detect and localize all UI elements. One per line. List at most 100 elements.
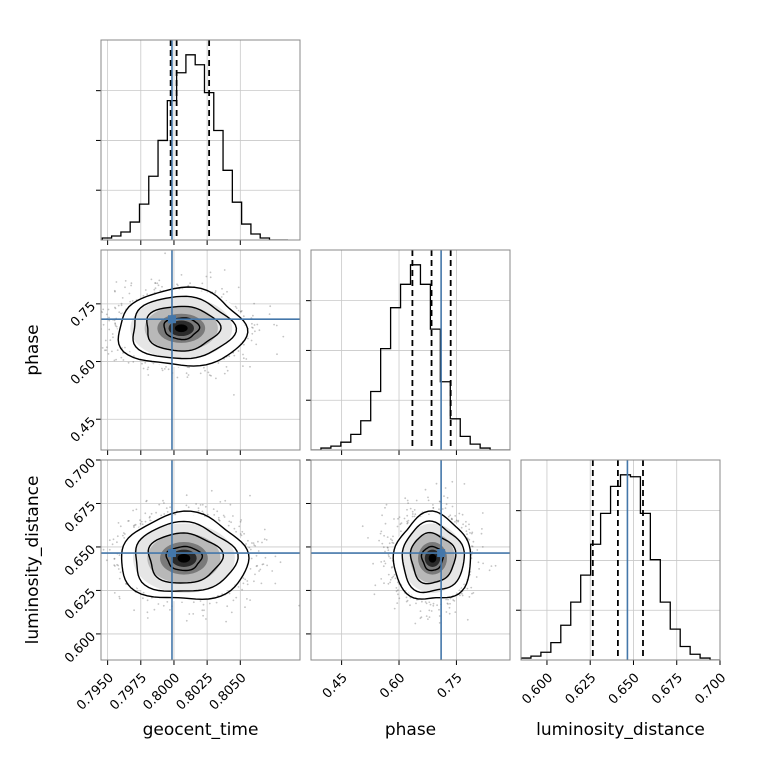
scatter-point <box>380 578 383 580</box>
scatter-point <box>374 584 377 587</box>
scatter-point <box>389 581 391 584</box>
scatter-point <box>223 372 226 375</box>
scatter-point <box>461 594 464 597</box>
scatter-point <box>113 558 116 560</box>
scatter-point <box>249 494 251 497</box>
scatter-panel-geocent_time-phase <box>95 249 301 455</box>
scatter-point <box>383 534 385 537</box>
scatter-point <box>186 376 189 378</box>
scatter-point <box>397 517 399 520</box>
scatter-point <box>482 562 484 565</box>
scatter-point <box>210 374 212 377</box>
scatter-point <box>413 515 416 518</box>
panel-frame <box>310 249 511 451</box>
scatter-point <box>156 282 159 285</box>
scatter-point <box>95 325 97 327</box>
scatter-point <box>414 513 417 516</box>
scatter-point <box>387 554 390 556</box>
scatter-point <box>384 522 387 525</box>
scatter-point <box>120 302 123 305</box>
scatter-point <box>120 304 123 307</box>
scatter-point <box>454 515 457 517</box>
contour-line <box>401 520 466 594</box>
scatter-point <box>120 356 123 359</box>
scatter-point <box>177 284 179 287</box>
scatter-point <box>438 615 441 617</box>
scatter-point <box>381 542 384 545</box>
scatter-point <box>400 522 403 524</box>
scatter-point <box>480 532 483 535</box>
scatter-point <box>237 286 240 289</box>
scatter-point <box>251 332 254 335</box>
scatter-point <box>251 542 253 544</box>
y-axis-label: phase <box>23 324 43 375</box>
scatter-point <box>242 365 244 367</box>
scatter-point <box>133 355 135 358</box>
scatter-point <box>114 323 117 325</box>
scatter-point <box>455 519 458 522</box>
scatter-point <box>158 279 161 282</box>
scatter-point <box>384 550 386 553</box>
scatter-point <box>466 533 468 536</box>
scatter-point <box>253 580 255 583</box>
scatter-point <box>210 489 213 492</box>
scatter-point <box>154 287 157 290</box>
scatter-point <box>250 557 253 560</box>
scatter-point <box>462 523 464 526</box>
scatter-point <box>451 518 453 521</box>
scatter-point <box>404 497 407 500</box>
scatter-point <box>215 377 217 380</box>
scatter-point <box>428 616 431 618</box>
scatter-point <box>253 302 256 305</box>
scatter-point <box>197 507 200 510</box>
scatter-point <box>253 544 256 546</box>
scatter-point <box>102 323 105 326</box>
scatter-point <box>201 503 204 506</box>
scatter-point <box>254 330 256 333</box>
scatter-point <box>407 502 409 504</box>
scatter-point <box>391 576 393 579</box>
scatter-point <box>411 510 414 513</box>
scatter-point <box>201 282 204 285</box>
scatter-point <box>104 349 106 352</box>
scatter-point <box>118 597 121 600</box>
scatter-point <box>205 618 207 620</box>
scatter-point <box>132 361 135 363</box>
scatter-point <box>185 494 188 497</box>
x-tick-label: 0.650 <box>606 671 643 708</box>
scatter-point <box>379 532 382 535</box>
density-level <box>174 324 188 333</box>
scatter-point <box>468 596 471 598</box>
scatter-point <box>400 530 402 533</box>
scatter-point <box>378 539 380 542</box>
scatter-point <box>450 518 453 520</box>
scatter-point <box>392 542 395 544</box>
scatter-point <box>414 622 417 625</box>
scatter-point <box>230 611 233 614</box>
scatter-point <box>122 534 124 537</box>
scatter-point <box>242 315 245 318</box>
scatter-point <box>453 600 456 602</box>
scatter-point <box>461 592 463 595</box>
scatter-point <box>163 502 165 504</box>
scatter-point <box>242 353 244 356</box>
scatter-point <box>222 293 225 295</box>
scatter-point <box>249 365 251 368</box>
truth-marker <box>167 315 176 324</box>
scatter-point <box>215 601 218 604</box>
scatter-point <box>387 573 390 576</box>
scatter-point <box>135 508 138 511</box>
scatter-point <box>436 604 438 607</box>
scatter-point <box>130 282 133 285</box>
scatter-point <box>381 514 383 517</box>
scatter-point <box>405 596 408 599</box>
scatter-point <box>255 554 258 557</box>
scatter-point <box>228 355 231 358</box>
hist-panel-geocent_time <box>96 39 301 245</box>
scatter-point <box>102 548 105 551</box>
scatter-point <box>130 284 133 287</box>
scatter-point <box>113 557 116 560</box>
scatter-point <box>160 514 163 517</box>
scatter-point <box>118 577 121 580</box>
scatter-point <box>393 518 395 520</box>
